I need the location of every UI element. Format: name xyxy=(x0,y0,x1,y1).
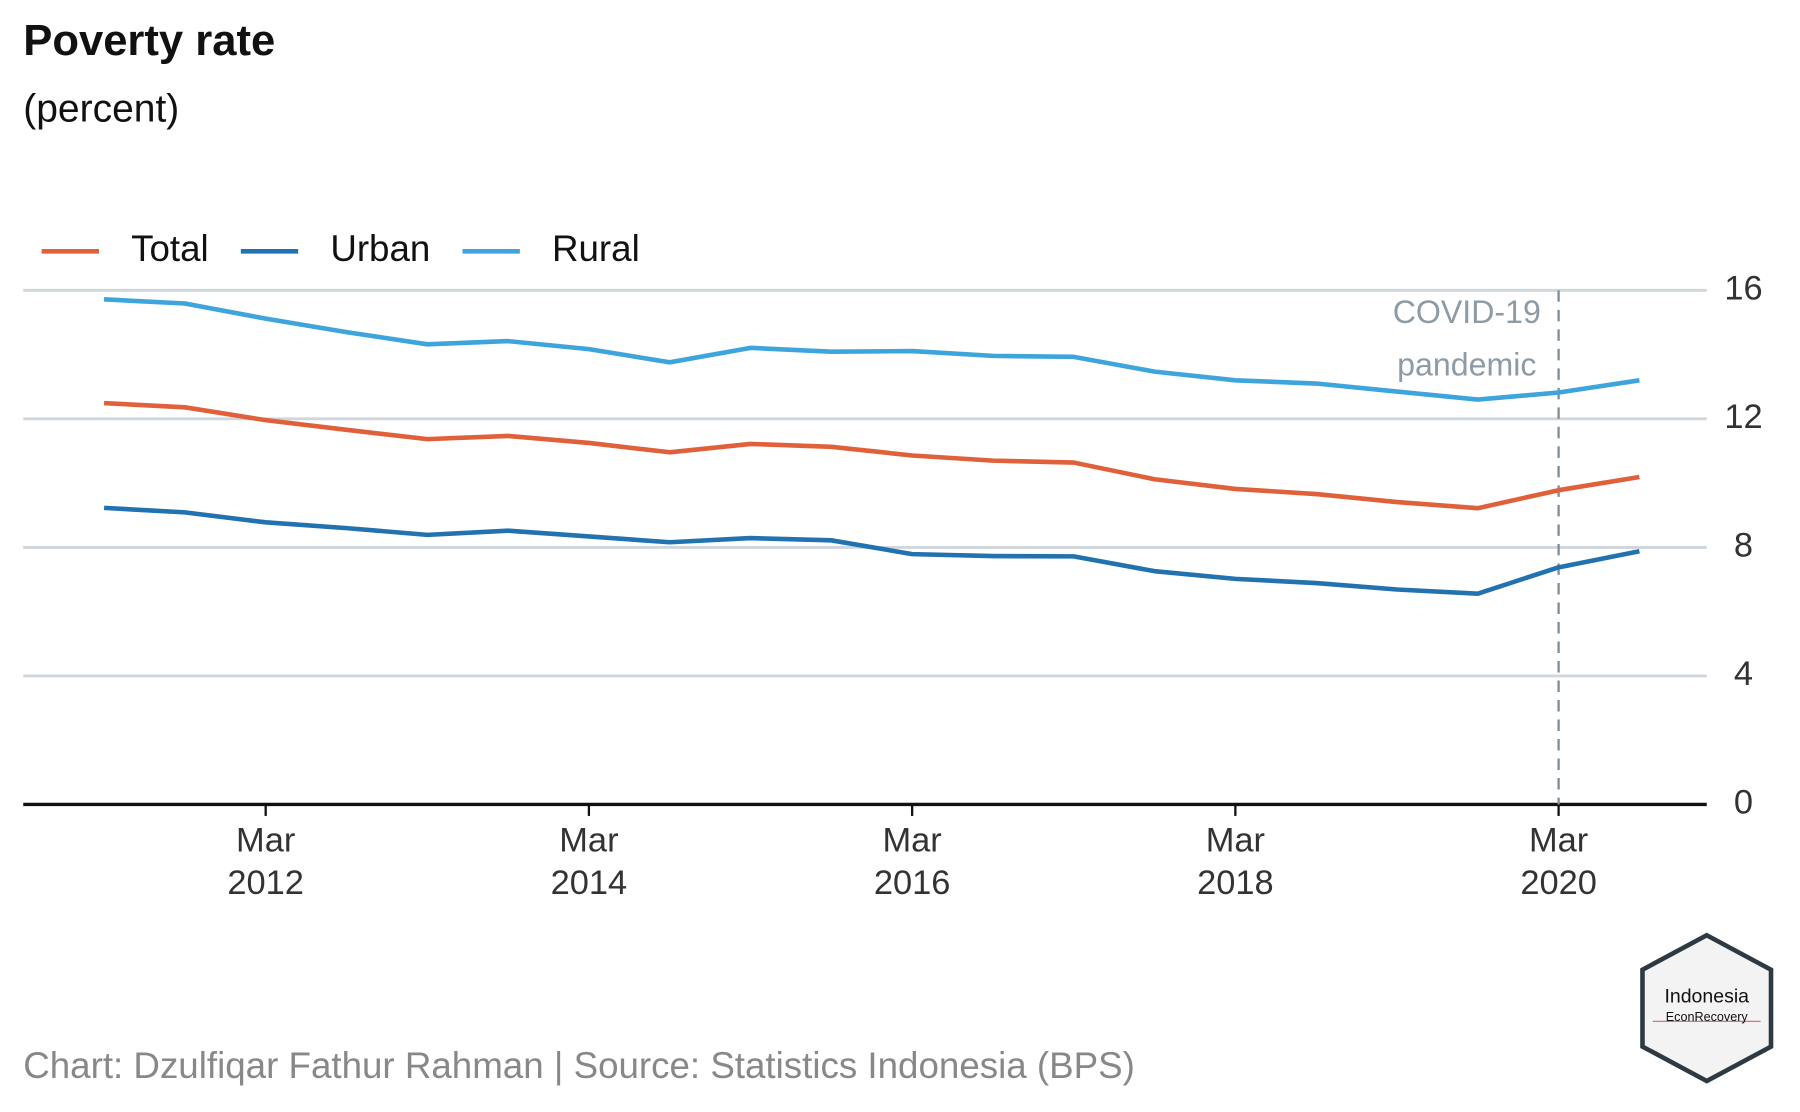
legend-label: Total xyxy=(131,228,209,269)
logo-subtitle: EconRecovery xyxy=(1666,1010,1749,1024)
logo-hexagon xyxy=(1640,932,1774,1084)
logo-title: Indonesia xyxy=(1664,985,1749,1007)
x-tick-label: Mar 2012 xyxy=(227,821,304,901)
x-tick-label: Mar 2020 xyxy=(1520,821,1597,901)
x-tick-label: Mar 2018 xyxy=(1197,821,1274,901)
annotation-text: COVID-19 xyxy=(1393,294,1541,330)
y-tick-label: 12 xyxy=(1724,398,1762,436)
series-line xyxy=(103,505,1640,596)
logo: Indonesia EconRecovery xyxy=(1640,932,1774,1084)
chart-subtitle: (percent) xyxy=(23,88,179,131)
x-tick-label: Mar 2016 xyxy=(874,821,951,901)
legend-label: Urban xyxy=(330,228,430,269)
annotation-text: pandemic xyxy=(1397,347,1536,383)
legend-label: Rural xyxy=(552,228,640,269)
caption: Chart: Dzulfiqar Fathur Rahman | Source:… xyxy=(23,1045,1135,1086)
x-tick-label: Mar 2014 xyxy=(551,821,628,901)
y-tick-label: 4 xyxy=(1734,655,1753,693)
y-tick-label: 8 xyxy=(1734,526,1753,564)
series-line xyxy=(103,297,1640,402)
y-tick-label: 16 xyxy=(1724,269,1762,307)
y-tick-label: 0 xyxy=(1734,784,1753,822)
chart-title: Poverty rate xyxy=(23,17,275,65)
series-line xyxy=(103,400,1640,511)
